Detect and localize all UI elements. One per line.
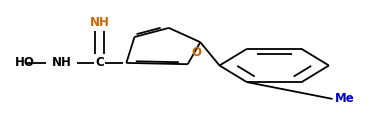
- Text: Me: Me: [335, 92, 355, 105]
- Text: O: O: [191, 46, 201, 59]
- Text: C: C: [95, 56, 104, 69]
- Text: NH: NH: [52, 56, 72, 69]
- Text: HO: HO: [15, 56, 35, 69]
- Text: NH: NH: [90, 16, 110, 29]
